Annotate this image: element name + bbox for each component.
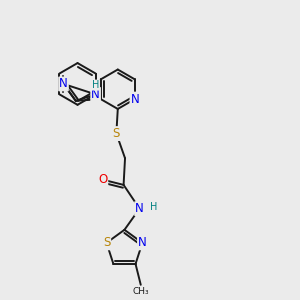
Text: S: S [103, 236, 110, 249]
Text: N: N [59, 77, 68, 90]
Text: N: N [135, 202, 144, 215]
Text: H: H [150, 202, 157, 212]
Text: N: N [91, 88, 100, 101]
Text: N: N [130, 93, 139, 106]
Text: N: N [138, 236, 147, 249]
Text: O: O [98, 173, 107, 186]
Text: S: S [113, 127, 120, 140]
Text: H: H [92, 80, 99, 90]
Text: CH₃: CH₃ [132, 287, 149, 296]
